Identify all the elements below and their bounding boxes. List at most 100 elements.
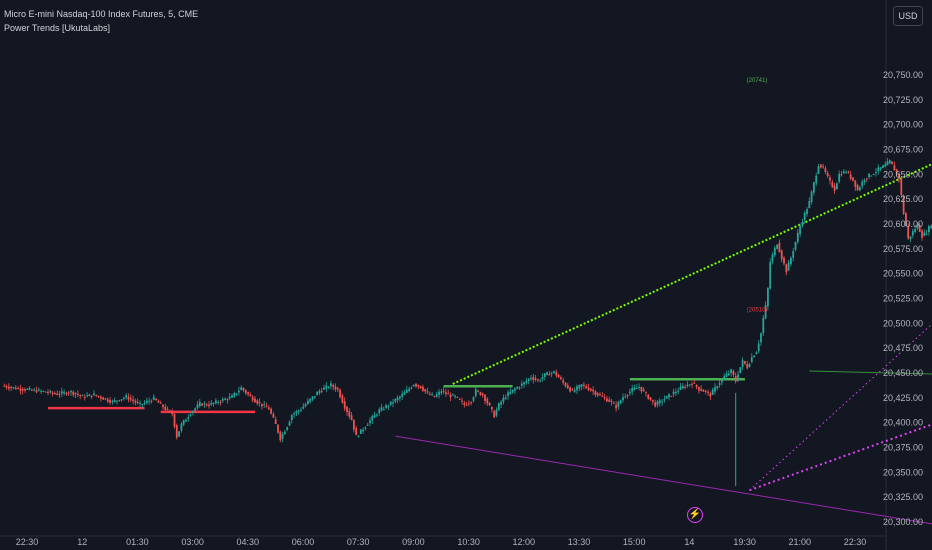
candle [67,392,70,394]
candle [5,386,8,388]
candle [3,385,6,387]
candle [518,387,521,389]
price-tick-label: 20,600.00 [883,219,923,229]
candle [290,415,293,421]
candle [449,394,452,398]
candle [725,373,728,377]
candle [309,398,312,402]
candle [17,388,19,390]
candle [557,374,560,378]
candle [488,402,491,406]
price-tick-label: 20,675.00 [883,145,923,155]
candle [813,182,815,193]
candle [226,399,229,401]
candle [270,408,272,414]
candle [187,417,190,419]
candle [704,390,707,392]
candle [695,384,698,388]
candle [631,388,634,392]
candle [580,384,583,387]
candle [111,400,114,402]
price-axis[interactable]: 20,750.00 20,725.00 20,700.00 20,675.00 20,6… [883,70,923,527]
candle [675,391,677,393]
candle [900,178,903,195]
candle [790,257,792,265]
lightning-icon[interactable]: ⚡ [687,507,703,523]
candle [898,173,900,180]
candle [382,409,385,411]
candle [750,357,753,363]
candle [300,409,302,411]
candle [527,378,530,381]
candle [8,386,10,389]
candle [638,387,640,389]
candle [302,406,305,409]
candle [845,172,847,174]
candle [849,174,852,179]
candle [261,403,263,407]
candle [815,175,818,184]
candle [387,405,390,407]
candle [589,388,592,391]
candle [875,171,877,173]
candle [838,173,841,182]
candle [709,393,712,397]
candle [118,400,121,402]
candle [778,242,781,253]
candle [353,419,355,430]
candle [228,396,231,399]
candle [601,395,604,397]
price-tick-label: 20,625.00 [883,194,923,204]
candle [537,379,539,381]
candle [65,392,68,395]
candle [263,404,266,406]
candle [507,392,509,396]
candle [656,401,659,405]
candle [780,250,783,260]
candle [842,171,845,174]
candle [861,181,864,187]
candle [619,400,622,404]
candle [481,393,484,396]
candle [474,389,477,396]
candle [451,394,454,396]
candle [51,392,54,394]
currency-button[interactable]: USD [893,6,923,26]
candle [548,374,551,376]
candle [396,397,399,401]
candle [40,390,42,392]
candle [642,389,645,392]
candle [401,393,404,397]
candle [378,409,381,414]
candle [380,407,383,411]
candle [748,363,751,368]
candle [150,400,153,402]
candle [612,402,615,404]
time-axis[interactable]: 22:30 12 01:30 03:00 04:30 06:00 07:30 09:00 10:… [16,537,867,547]
candle [424,389,427,392]
candle [744,361,746,364]
candle [477,390,479,392]
candle [472,397,475,401]
candle [332,384,335,387]
candle [203,403,206,405]
candle [486,398,489,404]
candle [123,397,125,399]
candle [824,168,827,173]
candle [28,387,31,390]
candle [918,224,921,232]
candle [746,364,749,369]
candle [116,400,118,402]
time-tick-label: 06:00 [292,537,315,547]
candle [907,225,910,239]
candle [233,393,236,397]
candle [297,410,300,412]
indicator-name[interactable]: Power Trends [UkutaLabs] [4,23,111,33]
candle [139,402,141,404]
candle [323,387,325,390]
candle [546,372,548,375]
candle [928,226,930,232]
candle [215,400,217,404]
candle [727,373,730,375]
